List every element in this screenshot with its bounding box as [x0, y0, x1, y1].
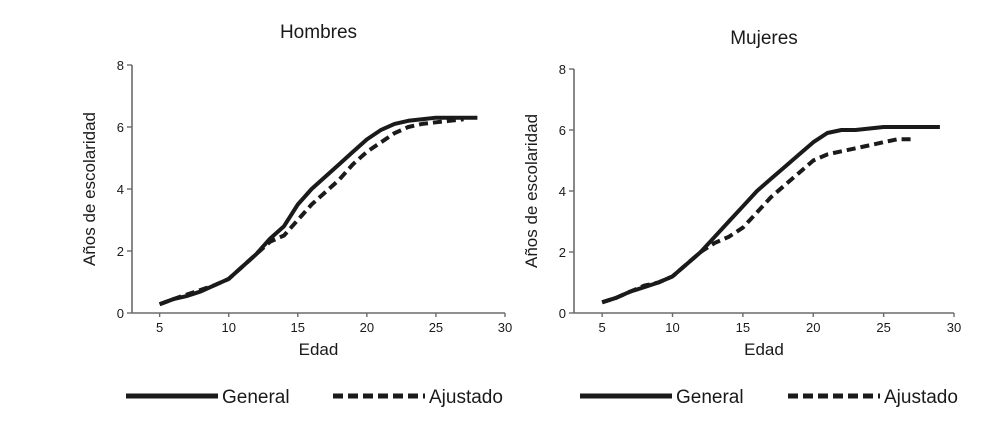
x-tick-label: 5 — [156, 320, 163, 335]
y-tick-label: 2 — [117, 244, 124, 259]
x-tick-label: 30 — [498, 320, 512, 335]
y-tick-label: 6 — [559, 123, 566, 138]
x-tick-label: 15 — [291, 320, 305, 335]
x-tick-label: 5 — [599, 320, 606, 335]
chart-title: Mujeres — [730, 28, 798, 49]
legend-label-ajustado: Ajustado — [429, 387, 503, 408]
x-tick-label: 10 — [665, 320, 679, 335]
y-axis-label: Años de escolaridad — [522, 114, 541, 268]
chart-svg: Mujeres 0 2 4 6 8 5 10 15 20 25 30 Edad Años de escol… — [522, 28, 961, 408]
y-tick-label: 2 — [559, 245, 566, 260]
x-tick-label: 20 — [360, 320, 374, 335]
chart-title: Hombres — [280, 22, 357, 43]
legend-label-general: General — [222, 387, 290, 408]
series-line-general — [158, 115, 478, 307]
y-tick-label: 0 — [117, 306, 124, 321]
y-tick-label: 8 — [559, 62, 566, 77]
chart-panel-hombres: Hombres 0 2 4 6 8 5 10 15 20 25 30 Edad Años de escol… — [80, 22, 512, 408]
series-line-ajustado — [601, 137, 912, 305]
x-tick-label: 20 — [806, 320, 820, 335]
x-axis-label: Edad — [744, 340, 784, 359]
x-tick-label: 25 — [876, 320, 890, 335]
series-line-ajustado — [158, 117, 464, 307]
legend-label-ajustado: Ajustado — [884, 387, 958, 408]
x-tick-label: 30 — [947, 320, 961, 335]
x-tick-label: 10 — [221, 320, 235, 335]
y-tick-label: 0 — [559, 306, 566, 321]
y-tick-label: 8 — [117, 58, 124, 73]
y-tick-label: 6 — [117, 120, 124, 135]
x-axis-label: Edad — [299, 340, 339, 359]
x-tick-label: 15 — [736, 320, 750, 335]
legend-label-general: General — [676, 387, 744, 408]
chart-panel-mujeres: Mujeres 0 2 4 6 8 5 10 15 20 25 30 Edad Años de escol… — [498, 0, 996, 426]
x-tick-label: 25 — [429, 320, 443, 335]
chart-svg: Hombres 0 2 4 6 8 5 10 15 20 25 30 Edad Años de escol… — [80, 22, 512, 408]
y-axis-label: Años de escolaridad — [80, 112, 99, 266]
y-tick-label: 4 — [559, 184, 566, 199]
series-line-general — [601, 125, 940, 305]
y-tick-label: 4 — [117, 182, 124, 197]
